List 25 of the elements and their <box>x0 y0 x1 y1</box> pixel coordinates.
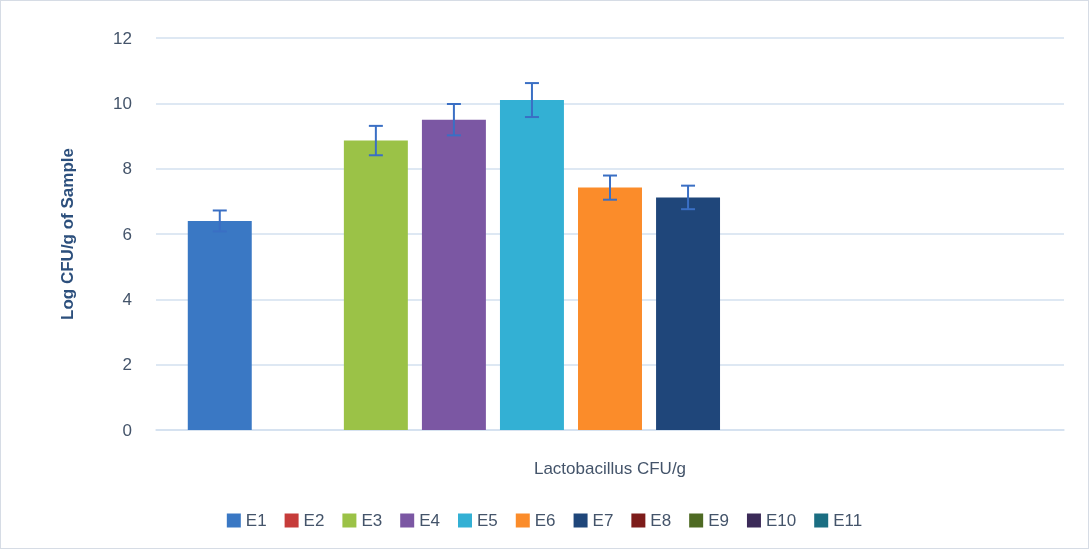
legend-label: E5 <box>476 511 498 530</box>
y-axis-title: Log CFU/g of Sample <box>58 148 77 320</box>
y-tick-label: 0 <box>122 420 132 440</box>
bar <box>421 119 486 430</box>
y-tick-label: 2 <box>122 355 132 375</box>
legend-label: E3 <box>361 511 383 530</box>
legend-label: E6 <box>534 511 556 530</box>
legend-label: E8 <box>650 511 672 530</box>
legend-label: E2 <box>303 511 325 530</box>
bar <box>578 187 642 430</box>
bar <box>656 197 721 430</box>
legend-label: E9 <box>708 511 729 530</box>
y-tick-label: 10 <box>113 93 132 113</box>
y-tick-label: 8 <box>122 159 132 179</box>
y-tick-label: 12 <box>113 28 132 48</box>
bar <box>499 100 564 430</box>
y-tick-label: 4 <box>122 289 132 309</box>
legend-label: E7 <box>592 511 614 530</box>
legend-label: E10 <box>765 511 797 530</box>
legend-label: E11 <box>833 511 863 530</box>
y-tick-label: 6 <box>122 224 132 244</box>
x-axis-title: Lactobacillus CFU/g <box>533 459 687 478</box>
legend-label: E1 <box>245 511 267 530</box>
bar <box>343 140 408 430</box>
legend-label: E4 <box>419 511 440 530</box>
